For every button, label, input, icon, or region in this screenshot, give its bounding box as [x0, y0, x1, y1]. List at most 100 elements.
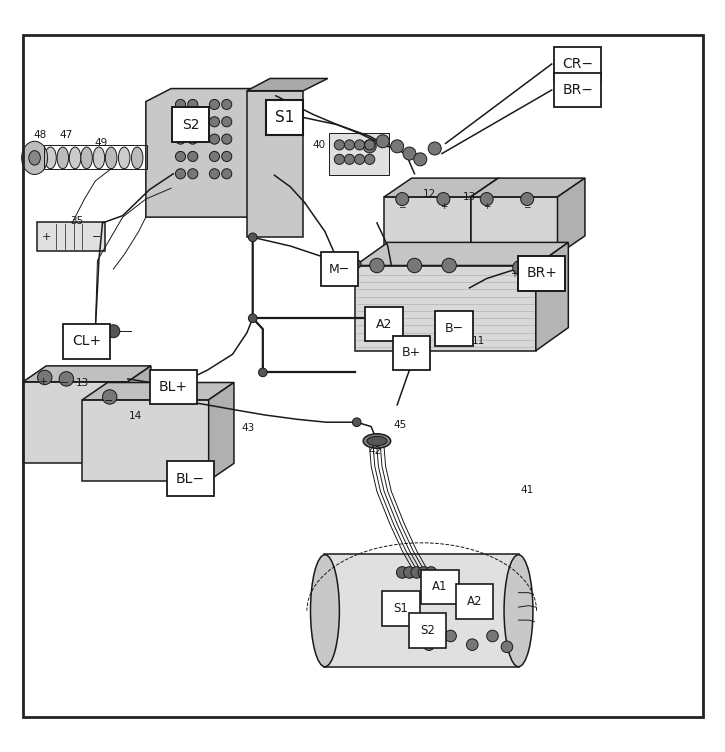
Circle shape: [222, 99, 232, 110]
Circle shape: [352, 259, 361, 268]
Circle shape: [188, 151, 198, 162]
Circle shape: [107, 325, 120, 338]
Text: +: +: [41, 232, 51, 241]
FancyBboxPatch shape: [266, 100, 303, 135]
Text: 48: 48: [33, 130, 46, 140]
Circle shape: [423, 639, 435, 650]
Circle shape: [249, 314, 257, 323]
Ellipse shape: [29, 150, 41, 165]
Polygon shape: [558, 178, 585, 255]
Ellipse shape: [363, 434, 391, 448]
Circle shape: [165, 390, 180, 404]
Ellipse shape: [310, 555, 339, 667]
Polygon shape: [384, 178, 498, 197]
Circle shape: [102, 390, 117, 404]
FancyBboxPatch shape: [421, 569, 458, 604]
FancyBboxPatch shape: [554, 47, 601, 81]
Ellipse shape: [93, 147, 104, 168]
Polygon shape: [247, 78, 328, 91]
Text: B+: B+: [402, 347, 421, 359]
Ellipse shape: [22, 141, 48, 174]
Text: 13: 13: [75, 378, 89, 388]
Circle shape: [426, 567, 437, 578]
Circle shape: [486, 630, 498, 641]
Polygon shape: [247, 91, 303, 238]
Circle shape: [344, 154, 355, 165]
Polygon shape: [384, 197, 471, 255]
Text: 13: 13: [463, 192, 476, 202]
Polygon shape: [471, 197, 558, 255]
FancyBboxPatch shape: [409, 613, 447, 647]
Circle shape: [175, 168, 186, 179]
FancyBboxPatch shape: [365, 307, 403, 341]
Circle shape: [355, 140, 365, 150]
FancyBboxPatch shape: [329, 133, 389, 174]
FancyBboxPatch shape: [382, 591, 420, 626]
Text: A2: A2: [376, 317, 392, 330]
Circle shape: [501, 641, 513, 653]
Text: −: −: [60, 378, 70, 388]
Circle shape: [210, 134, 220, 144]
Circle shape: [414, 153, 427, 166]
Text: BR−: BR−: [563, 83, 593, 97]
Text: 12: 12: [423, 189, 436, 199]
Circle shape: [418, 567, 430, 578]
Circle shape: [222, 151, 232, 162]
FancyBboxPatch shape: [554, 73, 601, 108]
Text: S2: S2: [420, 623, 435, 637]
Circle shape: [352, 418, 361, 426]
Circle shape: [403, 147, 416, 160]
Circle shape: [188, 134, 198, 144]
Circle shape: [365, 140, 375, 150]
Circle shape: [397, 567, 408, 578]
FancyBboxPatch shape: [324, 553, 519, 667]
Ellipse shape: [367, 436, 387, 446]
Text: 11: 11: [471, 336, 485, 347]
Polygon shape: [355, 265, 536, 350]
Text: B−: B−: [444, 322, 464, 335]
Text: 43: 43: [241, 423, 255, 433]
Text: S1: S1: [275, 110, 294, 125]
Circle shape: [59, 371, 74, 386]
Text: A2: A2: [467, 595, 482, 608]
Text: M−: M−: [328, 262, 350, 276]
Circle shape: [188, 99, 198, 110]
Circle shape: [222, 134, 232, 144]
Text: BL+: BL+: [159, 380, 188, 394]
FancyBboxPatch shape: [320, 252, 358, 287]
Text: 40: 40: [312, 140, 326, 150]
Polygon shape: [82, 383, 234, 400]
Circle shape: [222, 168, 232, 179]
Text: BL−: BL−: [176, 472, 205, 486]
Circle shape: [413, 347, 421, 355]
Text: +: +: [483, 202, 491, 211]
FancyBboxPatch shape: [436, 311, 473, 346]
Text: 49: 49: [94, 138, 108, 148]
Circle shape: [210, 168, 220, 179]
Polygon shape: [23, 382, 128, 462]
Circle shape: [404, 567, 415, 578]
Circle shape: [363, 140, 376, 153]
Circle shape: [521, 193, 534, 205]
Text: −: −: [104, 396, 113, 406]
Text: +: +: [38, 377, 48, 387]
Circle shape: [442, 258, 457, 273]
Circle shape: [188, 168, 198, 179]
Text: CR−: CR−: [562, 57, 593, 71]
Circle shape: [188, 117, 198, 127]
Circle shape: [175, 151, 186, 162]
Text: 45: 45: [394, 420, 407, 430]
Circle shape: [210, 151, 220, 162]
Ellipse shape: [131, 147, 143, 168]
Text: 14: 14: [128, 411, 141, 420]
Text: +: +: [439, 202, 447, 211]
Text: +: +: [510, 269, 518, 279]
FancyBboxPatch shape: [63, 324, 110, 359]
Polygon shape: [23, 366, 151, 382]
Circle shape: [466, 639, 478, 650]
Text: −: −: [523, 202, 531, 211]
FancyBboxPatch shape: [393, 335, 431, 370]
Ellipse shape: [118, 147, 130, 168]
Polygon shape: [128, 366, 151, 462]
Circle shape: [249, 233, 257, 241]
